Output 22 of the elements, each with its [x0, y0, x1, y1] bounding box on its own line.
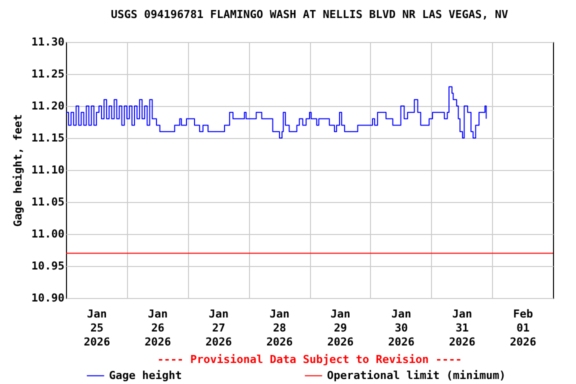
y-tick-label: 11.25 — [31, 68, 64, 80]
y-tick-label: 11.00 — [31, 228, 64, 240]
y-axis-title: Gage height, feet — [11, 114, 24, 227]
x-tick-label: Jan 29 2026 — [327, 308, 354, 348]
x-tick-label: Feb 01 2026 — [510, 308, 537, 348]
x-tick-label: Jan 27 2026 — [205, 308, 232, 348]
chart-title: USGS 094196781 FLAMINGO WASH AT NELLIS BLVD NR LAS VEGAS, NV — [110, 8, 509, 21]
text: ---- Provisional Data Subject to Revision ---- — [157, 353, 462, 366]
legend-label: Operational limit (minimum) — [327, 368, 506, 382]
x-tick-label: Jan 28 2026 — [266, 308, 294, 348]
y-tick-label: 11.15 — [31, 132, 64, 144]
x-tick-label: Jan 30 2026 — [388, 308, 415, 348]
x-tick-label: Jan 25 2026 — [84, 308, 111, 348]
y-tick-label: 11.30 — [31, 36, 64, 48]
y-tick-label: 11.10 — [31, 164, 64, 176]
x-tick-label: Jan 26 2026 — [144, 308, 172, 348]
x-tick-label: Jan 31 2026 — [448, 308, 476, 348]
legend-label: Gage height — [109, 368, 182, 382]
y-tick-label: 11.05 — [31, 196, 64, 208]
y-tick-label: 11.20 — [31, 100, 64, 112]
y-tick-label: 10.95 — [31, 260, 64, 272]
y-tick-label: 10.90 — [31, 292, 64, 304]
